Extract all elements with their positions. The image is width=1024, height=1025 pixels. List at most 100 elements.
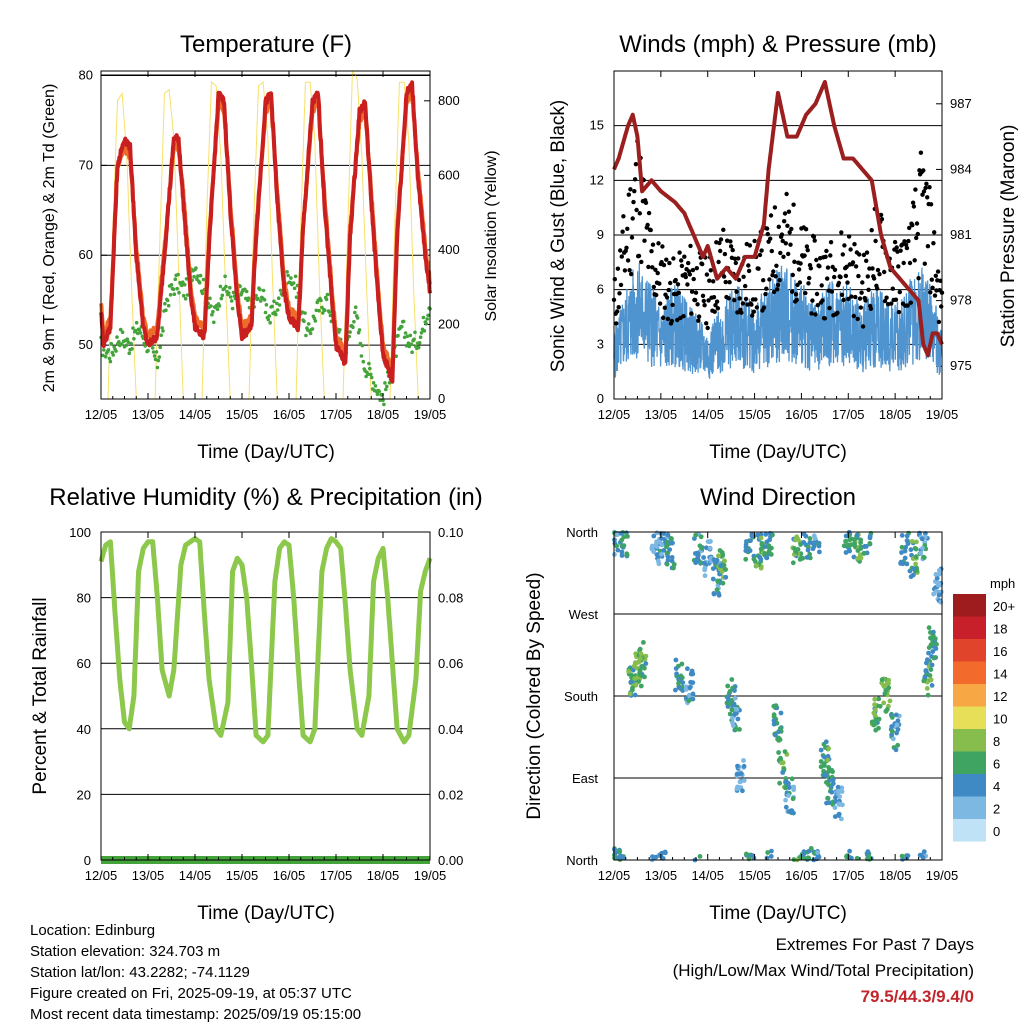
direction-point [930, 649, 936, 654]
direction-point [710, 576, 716, 582]
legend-swatch [953, 774, 986, 797]
dewpoint-point [327, 310, 332, 314]
extremes-heading: Extremes For Past 7 Days [775, 935, 974, 954]
dewpoint-point [231, 290, 236, 295]
dewpoint-point [181, 293, 186, 298]
gust-point [740, 301, 746, 306]
temperature-ylabel-left: 2m & 9m T (Red, Orange) & 2m Td (Green) [41, 84, 58, 393]
dewpoint-point [163, 301, 167, 306]
gust-point [782, 211, 788, 216]
gust-point [788, 242, 793, 247]
gust-point [677, 250, 682, 255]
temp-y2tick-label: 200 [438, 316, 460, 331]
direction-point [651, 533, 657, 539]
temp-2m-line [99, 80, 432, 384]
gust-point [618, 248, 623, 253]
direction-point [821, 754, 827, 760]
gust-point [614, 309, 620, 314]
dewpoint-point [404, 343, 409, 348]
dewpoint-point [158, 345, 162, 350]
direction-point [934, 641, 939, 647]
direction-point [731, 701, 737, 707]
gust-point [757, 252, 763, 258]
gust-point [793, 292, 799, 297]
gust-point [765, 231, 770, 237]
direction-point [723, 567, 728, 572]
gust-point [661, 262, 667, 268]
wind-xtick-label: 13/05 [645, 407, 678, 422]
legend-label: 12 [993, 689, 1007, 704]
direction-point [825, 757, 831, 763]
gust-point [650, 265, 655, 270]
direction-point [625, 534, 630, 539]
pressure-line [612, 79, 944, 358]
dewpoint-point [373, 384, 378, 388]
gust-point [732, 256, 738, 261]
direction-point [707, 545, 713, 551]
dewpoint-point [254, 293, 258, 298]
direction-point [826, 782, 831, 788]
gust-point [775, 282, 781, 288]
dewpoint-point [421, 315, 426, 320]
gust-point [855, 316, 860, 322]
direction-point [771, 712, 777, 718]
direction-point [735, 763, 740, 769]
gust-point [621, 214, 626, 219]
gust-point [935, 269, 941, 274]
gust-point [670, 302, 675, 308]
dir-xtick-label: 17/05 [832, 868, 865, 883]
dewpoint-point [102, 348, 106, 352]
gust-point [928, 202, 934, 207]
gust-point [761, 278, 766, 283]
direction-point [883, 688, 889, 693]
dewpoint-point [289, 276, 293, 280]
rh-ytick-label: 0 [84, 853, 91, 868]
dewpoint-point [155, 365, 160, 370]
legend-label: 2 [993, 802, 1000, 817]
dewpoint-point [291, 281, 296, 285]
gust-point [665, 316, 671, 322]
direction-point [689, 671, 695, 677]
gust-point [625, 226, 630, 231]
humidity-title: Relative Humidity (%) & Precipitation (i… [49, 484, 482, 511]
direction-point [858, 555, 864, 561]
legend-label: 18 [993, 622, 1007, 637]
dewpoint-point [425, 317, 430, 321]
direction-point [845, 542, 851, 548]
gust-point [934, 288, 939, 293]
rh-xtick-label: 15/05 [226, 868, 259, 883]
direction-point [723, 574, 729, 580]
direction-point [826, 769, 831, 775]
direction-point [823, 739, 829, 745]
dewpoint-point [317, 308, 321, 313]
gust-point [907, 225, 912, 231]
direction-point [793, 537, 798, 543]
direction-point [685, 666, 690, 672]
direction-point [817, 549, 822, 555]
temp-xtick-label: 13/05 [132, 407, 165, 422]
gust-point [746, 263, 751, 268]
dewpoint-point [176, 272, 180, 277]
gust-point [827, 305, 832, 311]
direction-point [895, 742, 901, 748]
gust-point [685, 282, 690, 287]
gust-point [918, 150, 924, 155]
temp-xtick-label: 16/05 [273, 407, 306, 422]
dewpoint-point [180, 283, 184, 288]
temperature-ylabel-right: Solar Insolation (Yellow) [483, 150, 500, 321]
direction-point [630, 687, 635, 693]
gust-point [683, 274, 688, 280]
gust-point [772, 205, 778, 210]
gust-point [913, 187, 918, 192]
gust-point [822, 316, 828, 321]
direction-point [718, 563, 723, 569]
gust-point [842, 243, 847, 248]
dewpoint-point [352, 319, 356, 324]
gust-point [711, 279, 716, 284]
dewpoint-point [151, 350, 156, 354]
dewpoint-point [293, 274, 298, 279]
gust-point [669, 318, 674, 324]
dewpoint-point [138, 331, 143, 335]
gust-point [901, 260, 906, 266]
direction-point [872, 713, 878, 718]
